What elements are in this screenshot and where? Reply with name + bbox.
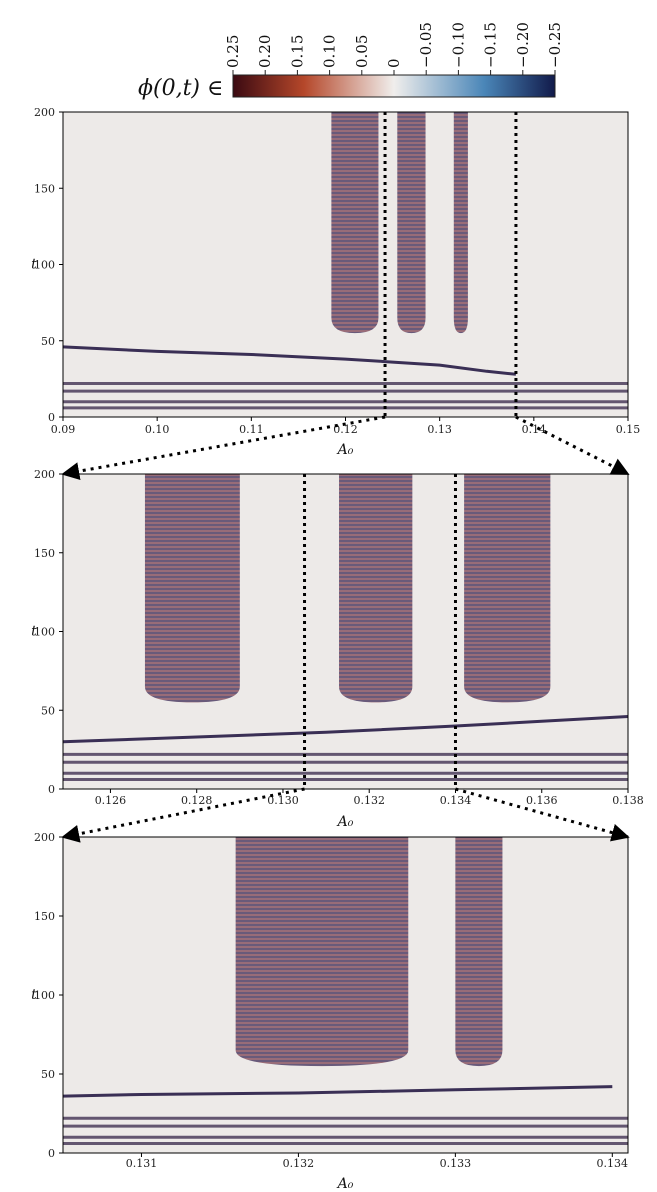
x-tick-label: 0.132 (283, 1157, 315, 1170)
y-tick-label: 50 (41, 335, 55, 348)
y-tick-label: 150 (34, 910, 55, 923)
x-tick-label: 0.15 (616, 423, 641, 436)
dense-region (339, 474, 413, 703)
x-tick-label: 0.136 (526, 794, 558, 807)
x-tick-label: 0.133 (440, 1157, 472, 1170)
x-axis-label: A₀ (336, 442, 354, 458)
y-tick-label: 50 (41, 704, 55, 717)
y-tick-label: 100 (34, 259, 55, 272)
y-axis-label: t (31, 624, 37, 640)
colorbar-tick-label: 0 (385, 58, 403, 68)
colorbar-tick-label: −0.05 (417, 22, 435, 68)
dense-region (455, 837, 503, 1067)
x-tick-label: 0.130 (267, 794, 299, 807)
y-tick-label: 150 (34, 182, 55, 195)
x-tick-label: 0.12 (333, 423, 358, 436)
heatmap-panel-3: 0.131 0.132 0.133 0.134 0 50 100 150 200 A₀ t (31, 831, 629, 1192)
y-tick-label: 200 (34, 468, 55, 481)
x-tick-label: 0.134 (597, 1157, 629, 1170)
colorbar: ϕ(0,t) ∈ 0.25 0.20 0.15 0.10 0.05 0 −0.05 −0.10… (138, 22, 564, 101)
y-axis-label: t (31, 257, 37, 273)
colorbar-ticks: 0.25 0.20 0.15 0.10 0.05 0 −0.05 −0.10 −0.15 −0.2… (224, 22, 564, 75)
zoom-arrow (61, 415, 386, 481)
y-tick-label: 150 (34, 547, 55, 560)
colorbar-tick-label: −0.25 (546, 22, 564, 68)
collapse-curve (62, 1085, 613, 1098)
dense-region (464, 474, 551, 703)
x-tick-label: 0.132 (353, 794, 385, 807)
y-tick-label: 50 (41, 1068, 55, 1081)
dense-region (144, 474, 240, 703)
x-tick-label: 0.128 (181, 794, 213, 807)
heatmap-panel-1: 0.09 0.10 0.11 0.12 0.13 0.14 0.15 0 50 100 150 200… (31, 106, 640, 458)
dense-region (235, 837, 409, 1067)
colorbar-tick-label: −0.10 (449, 22, 467, 68)
colorbar-tick-label: 0.10 (321, 35, 339, 68)
x-tick-label: 0.10 (145, 423, 170, 436)
heatmap-panel-2: 0.126 0.128 0.130 0.132 0.134 0.136 0.138 0 50 10… (31, 468, 644, 830)
y-tick-label: 0 (48, 783, 55, 796)
colorbar-tick-label: 0.25 (224, 35, 242, 68)
x-tick-label: 0.11 (239, 423, 264, 436)
zoom-arrow (515, 415, 630, 476)
colorbar-tick-label: −0.20 (514, 22, 532, 68)
colorbar-tick-label: 0.05 (353, 35, 371, 68)
zoom-connectors (61, 112, 630, 843)
colorbar-tick-label: 0.20 (256, 35, 274, 68)
x-tick-label: 0.138 (612, 794, 644, 807)
zoom-arrow (455, 787, 630, 842)
collapse-curve (62, 715, 629, 744)
colorbar-label: ϕ(0,t) ∈ (138, 76, 223, 101)
colorbar-tick-label: −0.15 (482, 22, 500, 68)
colorbar-tick-label: 0.15 (288, 35, 306, 68)
colorbar-gradient (232, 74, 556, 98)
x-axis-label: A₀ (336, 814, 354, 830)
dense-region (331, 112, 379, 334)
x-tick-label: 0.09 (51, 423, 76, 436)
x-tick-label: 0.134 (440, 794, 472, 807)
zoom-arrow (61, 787, 305, 843)
y-tick-label: 200 (34, 106, 55, 119)
y-tick-label: 100 (34, 626, 55, 639)
x-tick-label: 0.131 (126, 1157, 158, 1170)
collapse-curve (62, 345, 517, 376)
x-tick-label: 0.126 (95, 794, 127, 807)
x-tick-label: 0.14 (522, 423, 547, 436)
x-tick-label: 0.13 (427, 423, 452, 436)
y-tick-label: 0 (48, 1147, 55, 1160)
y-axis-label: t (31, 987, 37, 1003)
dense-region (453, 112, 468, 334)
y-tick-label: 0 (48, 411, 55, 424)
y-tick-label: 100 (34, 989, 55, 1002)
x-axis-label: A₀ (336, 1176, 354, 1192)
dense-region (397, 112, 426, 334)
y-tick-label: 200 (34, 831, 55, 844)
